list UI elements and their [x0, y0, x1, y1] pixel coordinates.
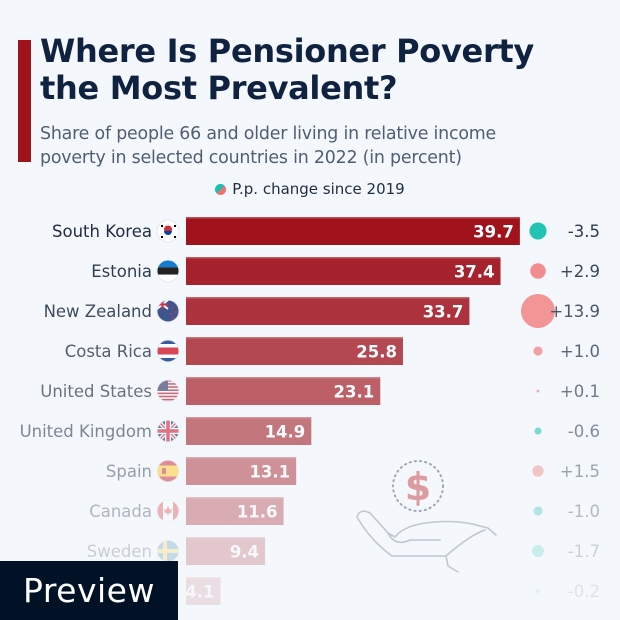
bar-row: Estonia 37.4 +2.9 — [91, 257, 600, 285]
change-label: +0.1 — [560, 382, 600, 401]
bar-row: Costa Rica 25.8 +1.0 — [65, 337, 600, 365]
flag-gb-icon — [156, 419, 180, 443]
change-label: -3.5 — [568, 222, 600, 241]
change-bubble — [530, 263, 546, 279]
value-label: 4.1 — [185, 583, 214, 602]
change-label: +13.9 — [549, 302, 600, 321]
flag-cr-icon — [156, 339, 180, 363]
change-label: -0.6 — [568, 422, 600, 441]
flag-es-icon — [156, 459, 180, 483]
bar — [186, 297, 470, 325]
bar-row: Canada 11.6 -1.0 — [89, 497, 600, 525]
flag-se-icon — [156, 539, 180, 563]
change-bubble — [521, 294, 555, 328]
change-label: -1.7 — [568, 542, 600, 561]
change-bubble — [533, 346, 543, 356]
change-bubble — [536, 389, 540, 393]
flag-nz-icon — [156, 299, 180, 323]
category-label: Spain — [106, 462, 152, 481]
flag-kr-icon — [156, 219, 180, 243]
bar-row: United States 23.1 +0.1 — [40, 377, 600, 405]
bar — [186, 217, 520, 245]
bar — [186, 257, 501, 285]
category-label: Sweden — [87, 542, 152, 561]
change-bubble — [532, 545, 544, 557]
change-bubble — [532, 465, 544, 477]
bar — [186, 457, 297, 485]
bar — [186, 377, 381, 405]
value-label: 14.9 — [265, 423, 306, 442]
change-label: -0.2 — [568, 582, 600, 601]
bar-row: Sweden 9.4 -1.7 — [87, 537, 600, 565]
value-label: 25.8 — [356, 343, 397, 362]
legend-label: P.p. change since 2019 — [232, 180, 405, 198]
change-label: +2.9 — [560, 262, 600, 281]
value-label: 13.1 — [249, 463, 290, 482]
title-line-1: Where Is Pensioner Poverty — [40, 32, 534, 70]
value-label: 11.6 — [237, 503, 278, 522]
category-label: South Korea — [52, 222, 152, 241]
bar-row: South Korea 39.7 -3.5 — [52, 217, 600, 245]
bar — [186, 497, 284, 525]
bar-row: United Kingdom 14.9 -0.6 — [20, 417, 600, 445]
title-line-2: the Most Prevalent? — [40, 69, 398, 107]
flag-ee-icon — [156, 259, 180, 283]
category-label: Canada — [89, 502, 152, 521]
change-bubble — [533, 506, 543, 516]
bar — [186, 537, 266, 565]
chart-title: Where Is Pensioner Poverty the Most Prev… — [40, 33, 615, 107]
value-label: 39.7 — [473, 223, 514, 242]
change-label: -1.0 — [568, 502, 600, 521]
category-label: United States — [40, 382, 152, 401]
flag-ca-icon — [156, 499, 180, 523]
category-label: New Zealand — [44, 302, 152, 321]
bar — [186, 577, 221, 605]
change-bubble — [535, 588, 541, 594]
change-bubble — [534, 427, 542, 435]
svg-text:$: $ — [405, 465, 431, 509]
legend-bubble-icon — [215, 184, 227, 195]
legend: P.p. change since 2019 — [0, 180, 620, 198]
category-label: Costa Rica — [65, 342, 152, 361]
bar-row: Spain 13.1 +1.5 — [106, 457, 600, 485]
chart-subtitle: Share of people 66 and older living in r… — [40, 122, 615, 170]
flag-us-icon — [156, 379, 180, 403]
preview-badge: Preview — [0, 561, 178, 620]
value-label: 23.1 — [334, 383, 375, 402]
category-label: United Kingdom — [20, 422, 152, 441]
change-label: +1.5 — [560, 462, 600, 481]
category-label: Estonia — [91, 262, 152, 281]
value-label: 9.4 — [230, 543, 259, 562]
title-accent-bar — [18, 40, 31, 162]
money-hand-icon: $ — [356, 460, 497, 573]
bar — [186, 417, 312, 445]
value-label: 37.4 — [454, 263, 495, 282]
bar-row: 4.1 -0.2 — [185, 577, 600, 605]
change-label: +1.0 — [560, 342, 600, 361]
change-bubble — [529, 222, 547, 240]
subtitle-line-1: Share of people 66 and older living in r… — [40, 124, 497, 144]
subtitle-line-2: poverty in selected countries in 2022 (i… — [40, 148, 462, 168]
value-label: 33.7 — [423, 303, 464, 322]
bar-row: New Zealand 33.7 +13.9 — [44, 294, 600, 328]
bar — [186, 337, 403, 365]
